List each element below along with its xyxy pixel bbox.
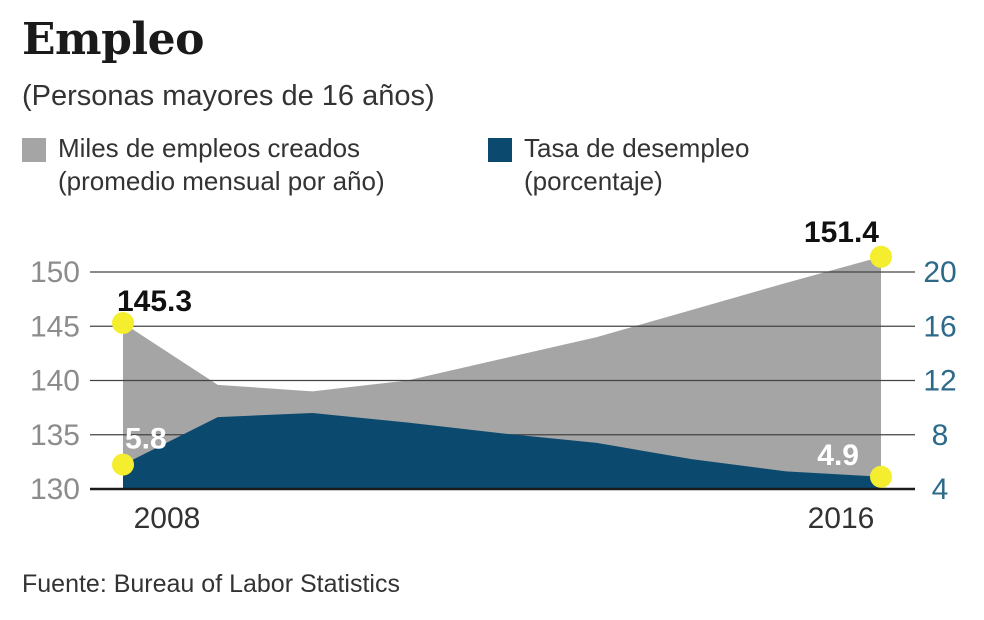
y-right-tick-label: 4 <box>932 473 949 506</box>
legend-swatch-employment <box>22 138 46 162</box>
data-label: 4.9 <box>817 439 859 472</box>
data-label: 151.4 <box>804 216 879 249</box>
data-label: 5.8 <box>125 423 167 456</box>
legend-sublabel-unemployment: (porcentaje) <box>524 166 663 196</box>
y-right-tick-label: 12 <box>923 365 956 398</box>
y-left-tick-label: 150 <box>30 256 80 289</box>
source-note: Fuente: Bureau of Labor Statistics <box>22 570 400 598</box>
highlight-point <box>870 465 892 488</box>
legend-label-employment: Miles de empleos creados <box>58 133 361 163</box>
legend-swatch-unemployment <box>488 138 512 162</box>
y-left-tick-label: 140 <box>30 365 80 398</box>
chart-title: Empleo <box>22 14 204 65</box>
highlight-point <box>870 245 892 268</box>
y-right-tick-label: 20 <box>923 256 956 289</box>
chart-subtitle: (Personas mayores de 16 años) <box>22 80 435 112</box>
y-left-tick-label: 145 <box>30 310 80 343</box>
unemployment-area <box>123 413 881 489</box>
y-right-tick-label: 16 <box>923 310 956 343</box>
legend-label-unemployment: Tasa de desempleo <box>524 133 750 163</box>
y-left-tick-label: 130 <box>30 473 80 506</box>
legend-employment: Miles de empleos creados (promedio mensu… <box>22 132 385 198</box>
x-tick-label: 2008 <box>134 502 201 535</box>
y-right-tick-label: 8 <box>932 419 949 452</box>
x-tick-label: 2016 <box>808 502 875 535</box>
legend-unemployment: Tasa de desempleo (porcentaje) <box>488 132 749 198</box>
y-left-tick-label: 135 <box>30 419 80 452</box>
highlight-point <box>112 311 134 334</box>
legend-sublabel-employment: (promedio mensual por año) <box>58 166 385 196</box>
data-label: 145.3 <box>117 285 192 318</box>
highlight-point <box>112 453 134 476</box>
